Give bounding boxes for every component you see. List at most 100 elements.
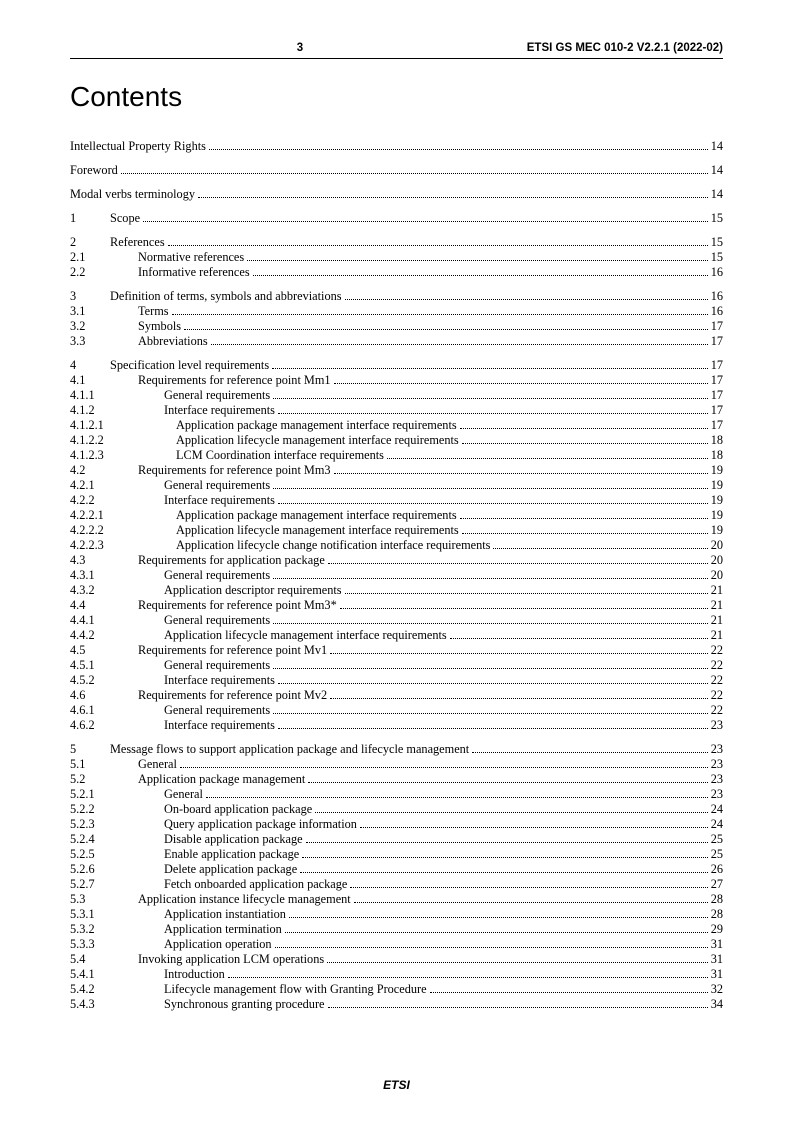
toc-entry-number: 2: [70, 235, 110, 250]
toc-entry-title: Informative references: [110, 265, 250, 280]
toc-entry: 4.5Requirements for reference point Mv12…: [70, 643, 723, 658]
toc-leader-dots: [350, 887, 707, 888]
toc-entry: 2References15: [70, 235, 723, 250]
toc-entry-title: Lifecycle management flow with Granting …: [136, 982, 427, 997]
toc-entry-page: 15: [711, 235, 723, 250]
toc-entry-number: 5.1: [70, 757, 110, 772]
toc-entry-number: 3.3: [70, 334, 110, 349]
toc-entry: 4.2.2.3Application lifecycle change noti…: [70, 538, 723, 553]
toc-leader-dots: [315, 812, 708, 813]
toc-entry: 2.2Informative references16: [70, 265, 723, 280]
toc-leader-dots: [330, 698, 708, 699]
toc-entry-title: Specification level requirements: [110, 358, 269, 373]
toc-entry: 4.2.2.1Application package management in…: [70, 508, 723, 523]
toc-entry-number: 4.2.2.2: [70, 523, 136, 538]
toc-entry-title: Definition of terms, symbols and abbrevi…: [110, 289, 342, 304]
toc-entry-title: Interface requirements: [136, 718, 275, 733]
toc-leader-dots: [143, 221, 708, 222]
page-footer: ETSI: [0, 1078, 793, 1092]
toc-entry-number: 5.4.2: [70, 982, 136, 997]
toc-entry-title: Application instance lifecycle managemen…: [110, 892, 351, 907]
toc-entry: 5.2.6Delete application package26: [70, 862, 723, 877]
toc-entry: 4.5.1General requirements22: [70, 658, 723, 673]
toc-entry: 2.1Normative references15: [70, 250, 723, 265]
toc-entry-number: 5.3.1: [70, 907, 136, 922]
toc-leader-dots: [327, 962, 708, 963]
toc-entry-title: General requirements: [136, 658, 270, 673]
toc-entry: Foreword14: [70, 163, 723, 178]
toc-entry-page: 21: [711, 583, 723, 598]
toc-entry-number: 4.1.2.1: [70, 418, 136, 433]
toc-entry-number: 4.2.1: [70, 478, 136, 493]
toc-leader-dots: [289, 917, 708, 918]
toc-entry-title: Scope: [110, 211, 140, 226]
toc-entry-page: 31: [711, 952, 723, 967]
toc-entry-page: 27: [711, 877, 723, 892]
toc-entry-page: 22: [711, 673, 723, 688]
toc-leader-dots: [460, 428, 708, 429]
toc-leader-dots: [360, 827, 708, 828]
toc-entry-page: 23: [711, 772, 723, 787]
toc-entry-title: Terms: [110, 304, 169, 319]
toc-entry: 5.2.7Fetch onboarded application package…: [70, 877, 723, 892]
toc-leader-dots: [278, 503, 708, 504]
toc-entry-title: Query application package information: [136, 817, 357, 832]
toc-leader-dots: [209, 149, 708, 150]
toc-group: Modal verbs terminology14: [70, 187, 723, 202]
toc-leader-dots: [198, 197, 708, 198]
toc-entry: 4.6.2Interface requirements23: [70, 718, 723, 733]
toc-entry-number: 5.2.4: [70, 832, 136, 847]
toc-group: 2References152.1Normative references152.…: [70, 235, 723, 280]
toc-leader-dots: [328, 563, 708, 564]
toc-entry-number: 3.1: [70, 304, 110, 319]
toc-entry-page: 17: [711, 403, 723, 418]
toc-entry-page: 22: [711, 703, 723, 718]
toc-entry-title: Invoking application LCM operations: [110, 952, 324, 967]
toc-entry: 4.1.2.3LCM Coordination interface requir…: [70, 448, 723, 463]
toc-entry: 4.4Requirements for reference point Mm3*…: [70, 598, 723, 613]
toc-entry-page: 20: [711, 538, 723, 553]
toc-entry-title: Modal verbs terminology: [70, 187, 195, 202]
toc-entry-title: General requirements: [136, 478, 270, 493]
toc-leader-dots: [278, 683, 708, 684]
toc-entry-title: General: [136, 787, 203, 802]
toc-leader-dots: [328, 1007, 708, 1008]
toc-entry: 4.2Requirements for reference point Mm31…: [70, 463, 723, 478]
toc-entry-number: 4.1: [70, 373, 110, 388]
toc-entry-title: Enable application package: [136, 847, 299, 862]
toc-leader-dots: [462, 533, 708, 534]
toc-entry: 4.3.2Application descriptor requirements…: [70, 583, 723, 598]
toc-leader-dots: [247, 260, 708, 261]
toc-entry: Intellectual Property Rights14: [70, 139, 723, 154]
toc-entry-page: 17: [711, 388, 723, 403]
toc-entry-number: 5.4: [70, 952, 110, 967]
toc-entry-number: 5.3.3: [70, 937, 136, 952]
toc-entry-page: 21: [711, 628, 723, 643]
toc-group: 4Specification level requirements174.1Re…: [70, 358, 723, 733]
toc-entry-page: 21: [711, 613, 723, 628]
toc-entry-title: Synchronous granting procedure: [136, 997, 325, 1012]
toc-entry: 5.4Invoking application LCM operations 31: [70, 952, 723, 967]
toc-entry: 4.4.1General requirements21: [70, 613, 723, 628]
toc-entry-title: Application package management interface…: [136, 418, 457, 433]
toc-entry: 4.1.2.1Application package management in…: [70, 418, 723, 433]
toc-entry-number: 4.6.1: [70, 703, 136, 718]
toc-leader-dots: [253, 275, 708, 276]
toc-entry-page: 16: [711, 289, 723, 304]
toc-entry-title: General: [110, 757, 177, 772]
toc-entry-title: Normative references: [110, 250, 244, 265]
toc-entry-number: 3: [70, 289, 110, 304]
toc-leader-dots: [306, 842, 708, 843]
toc-entry: 4.2.1General requirements19: [70, 478, 723, 493]
toc-leader-dots: [330, 653, 708, 654]
toc-entry-number: 4.1.1: [70, 388, 136, 403]
toc-entry-number: 4.5: [70, 643, 110, 658]
toc-entry: Modal verbs terminology14: [70, 187, 723, 202]
toc-leader-dots: [273, 623, 708, 624]
toc-leader-dots: [300, 872, 708, 873]
toc-entry-number: 1: [70, 211, 110, 226]
toc-entry: 5Message flows to support application pa…: [70, 742, 723, 757]
toc-entry: 3Definition of terms, symbols and abbrev…: [70, 289, 723, 304]
toc-entry-title: Introduction: [136, 967, 225, 982]
toc-entry: 5.4.2Lifecycle management flow with Gran…: [70, 982, 723, 997]
